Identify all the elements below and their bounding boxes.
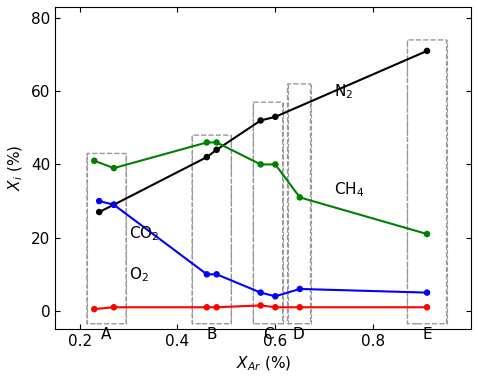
Point xyxy=(257,290,264,296)
Point xyxy=(296,286,304,292)
Point xyxy=(90,306,98,312)
Point xyxy=(296,304,304,310)
Point xyxy=(95,209,103,215)
Point xyxy=(203,139,211,146)
Point xyxy=(257,162,264,168)
X-axis label: $X_{Ar}$ (%): $X_{Ar}$ (%) xyxy=(236,355,291,373)
Point xyxy=(257,117,264,124)
Point xyxy=(213,271,220,277)
Point xyxy=(423,290,431,296)
Point xyxy=(272,114,279,120)
Text: CH$_4$: CH$_4$ xyxy=(334,181,364,200)
Point xyxy=(110,165,118,171)
Point xyxy=(272,162,279,168)
Text: O$_2$: O$_2$ xyxy=(129,265,148,283)
Text: E: E xyxy=(422,328,432,342)
Point xyxy=(203,154,211,160)
Point xyxy=(257,302,264,309)
Point xyxy=(272,293,279,299)
Point xyxy=(213,147,220,153)
Point xyxy=(203,271,211,277)
Text: N$_2$: N$_2$ xyxy=(334,82,353,101)
Point xyxy=(213,304,220,310)
Point xyxy=(110,202,118,208)
Text: CO$_2$: CO$_2$ xyxy=(129,225,159,243)
Point xyxy=(423,304,431,310)
Point xyxy=(95,198,103,204)
Y-axis label: $X_i$ (%): $X_i$ (%) xyxy=(7,145,25,191)
Point xyxy=(110,304,118,310)
Text: B: B xyxy=(206,328,217,342)
Point xyxy=(423,231,431,237)
Point xyxy=(272,304,279,310)
Text: D: D xyxy=(293,328,304,342)
Text: A: A xyxy=(101,328,112,342)
Point xyxy=(203,304,211,310)
Point xyxy=(90,158,98,164)
Point xyxy=(296,194,304,200)
Text: C: C xyxy=(263,328,273,342)
Point xyxy=(110,202,118,208)
Point xyxy=(423,48,431,54)
Point xyxy=(213,139,220,146)
